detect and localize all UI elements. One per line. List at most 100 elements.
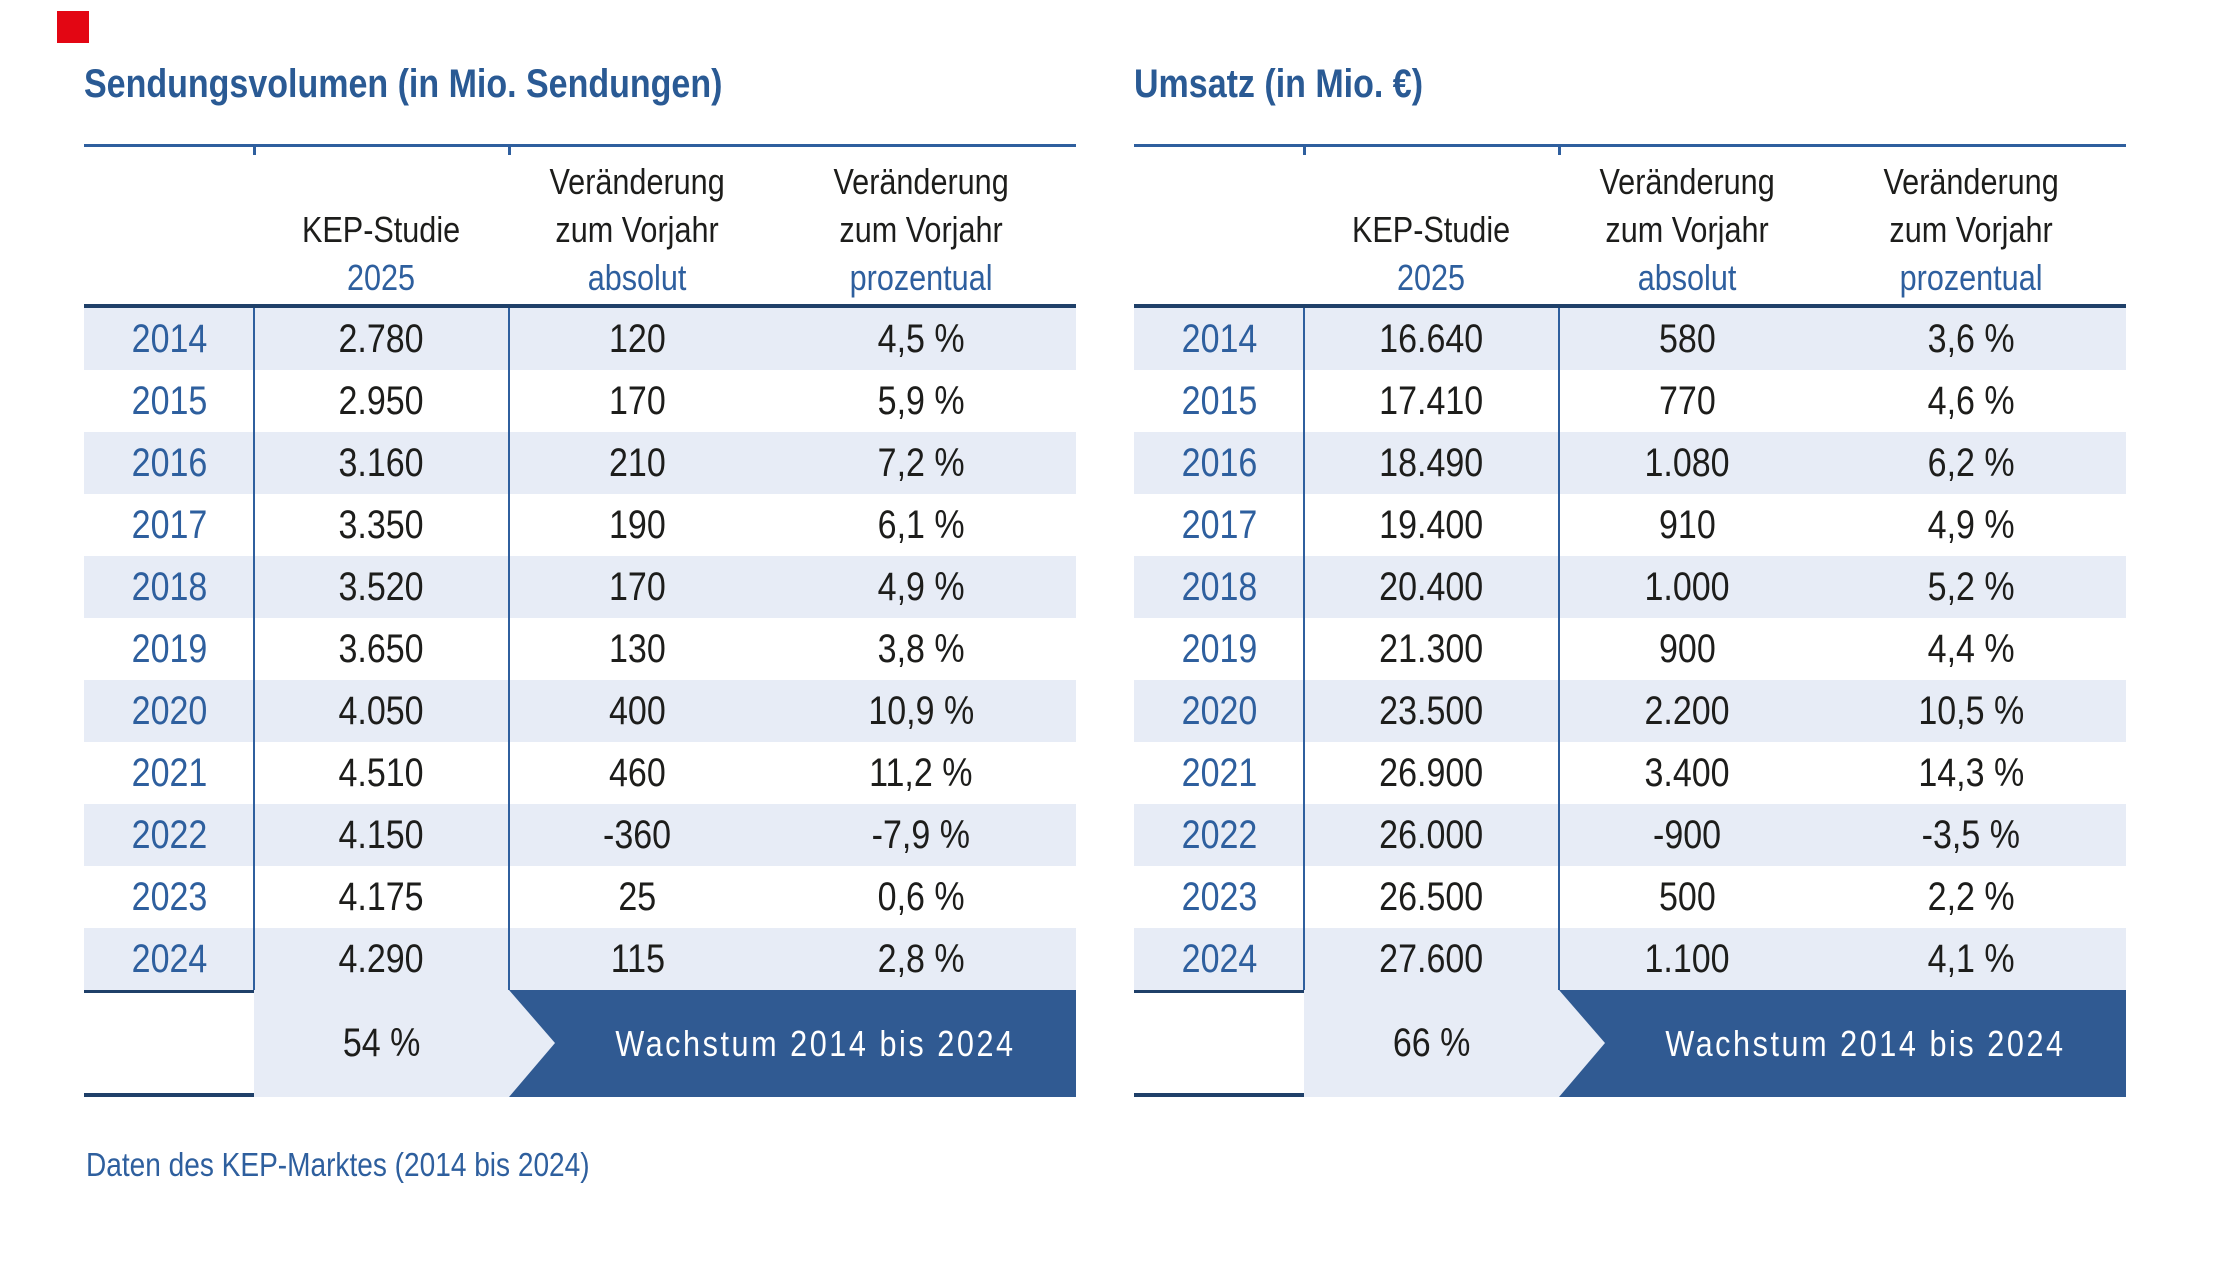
- abs-change-cell: 1.100: [1559, 928, 1816, 990]
- year-cell-text: 2016: [1181, 440, 1257, 485]
- pct-change-cell: 3,6 %: [1816, 308, 2126, 370]
- abs-change-cell: -360: [509, 804, 766, 866]
- abs-change-cell-text: 170: [609, 564, 666, 609]
- header-change-line2: zum Vorjahr: [825, 206, 1017, 254]
- study-value-cell-text: 16.640: [1379, 316, 1484, 361]
- study-value-cell: 26.000: [1304, 804, 1559, 866]
- abs-change-cell: 400: [509, 680, 766, 742]
- study-value-cell: 26.500: [1304, 866, 1559, 928]
- abs-change-cell: 2.200: [1559, 680, 1816, 742]
- growth-banner-label: Wachstum 2014 bis 2024: [555, 990, 1076, 1097]
- pct-change-cell-text: 4,4 %: [1927, 626, 2015, 671]
- header-study-year-text: 2025: [347, 257, 416, 298]
- table-row: 2015 17.410 770 4,6 %: [1134, 370, 2126, 432]
- header-percent-text: prozentual: [849, 257, 993, 298]
- column-tick-divider: [508, 147, 511, 155]
- header-study-line: KEP-Studie: [288, 206, 474, 254]
- header-change-line2: zum Vorjahr: [1875, 206, 2067, 254]
- study-value-cell: 3.520: [254, 556, 509, 618]
- growth-value-text: 66 %: [1392, 1021, 1471, 1065]
- header-absolute-change-column: Veränderung zum Vorjahr absolut: [509, 150, 766, 304]
- abs-change-cell-text: 460: [609, 750, 666, 795]
- column-tick-divider: [1558, 147, 1561, 155]
- pct-change-cell: 2,8 %: [766, 928, 1076, 990]
- abs-change-cell: 115: [509, 928, 766, 990]
- growth-arrow-shape: [254, 990, 555, 1097]
- year-cell: 2016: [1134, 432, 1304, 494]
- table-row: 2023 4.175 25 0,6 %: [84, 866, 1076, 928]
- study-value-cell-text: 4.050: [338, 688, 425, 733]
- pct-change-cell: 4,9 %: [766, 556, 1076, 618]
- study-value-cell-text: 19.400: [1379, 502, 1484, 547]
- header-study-column: KEP-Studie 2025: [1304, 150, 1559, 304]
- pct-change-cell: 5,2 %: [1816, 556, 2126, 618]
- column-divider-line: [1558, 308, 1560, 990]
- pct-change-cell-text: 6,2 %: [1927, 440, 2015, 485]
- abs-change-cell-text: 1.000: [1644, 564, 1731, 609]
- column-divider-line: [253, 308, 255, 990]
- header-change-line1: Veränderung: [534, 158, 740, 206]
- table-title-text: Sendungsvolumen (in Mio. Sendungen): [84, 62, 723, 106]
- header-study-text: KEP-Studie: [302, 209, 461, 250]
- year-cell: 2021: [1134, 742, 1304, 804]
- study-value-cell-text: 3.650: [338, 626, 425, 671]
- abs-change-cell-text: -360: [603, 812, 672, 857]
- study-value-cell: 16.640: [1304, 308, 1559, 370]
- growth-banner-label-text: Wachstum 2014 bis 2024: [615, 1022, 1016, 1064]
- abs-change-cell-text: -900: [1653, 812, 1722, 857]
- table-row: 2017 19.400 910 4,9 %: [1134, 494, 2126, 556]
- pct-change-cell: 4,5 %: [766, 308, 1076, 370]
- abs-change-cell-text: 115: [610, 936, 665, 981]
- table-row: 2017 3.350 190 6,1 %: [84, 494, 1076, 556]
- pct-change-cell-text: 10,5 %: [1918, 688, 2024, 733]
- abs-change-cell-text: 3.400: [1644, 750, 1731, 795]
- source-caption: Daten des KEP-Marktes (2014 bis 2024): [86, 1146, 678, 1184]
- header-percent-line: prozentual: [837, 254, 1005, 302]
- header-study-line: KEP-Studie: [1338, 206, 1524, 254]
- study-value-cell-text: 17.410: [1379, 378, 1484, 423]
- pct-change-cell-text: -7,9 %: [871, 812, 971, 857]
- pct-change-cell: 14,3 %: [1816, 742, 2126, 804]
- table-row: 2018 3.520 170 4,9 %: [84, 556, 1076, 618]
- study-value-cell: 27.600: [1304, 928, 1559, 990]
- header-change-line1-text: Veränderung: [549, 161, 726, 202]
- study-value-cell: 3.160: [254, 432, 509, 494]
- study-value-cell-text: 26.500: [1379, 874, 1484, 919]
- pct-change-cell: 11,2 %: [766, 742, 1076, 804]
- table-title-text: Umsatz (in Mio. €): [1134, 62, 1424, 106]
- pct-change-cell: 6,2 %: [1816, 432, 2126, 494]
- pct-change-cell: 5,9 %: [766, 370, 1076, 432]
- study-value-cell: 2.780: [254, 308, 509, 370]
- study-value-cell-text: 2.780: [338, 316, 425, 361]
- table-row: 2020 23.500 2.200 10,5 %: [1134, 680, 2126, 742]
- pct-change-cell: 7,2 %: [766, 432, 1076, 494]
- pct-change-cell-text: 10,9 %: [868, 688, 974, 733]
- abs-change-cell: 210: [509, 432, 766, 494]
- table-title-sendungsvolumen: Sendungsvolumen (in Mio. Sendungen): [84, 62, 835, 106]
- year-cell-text: 2020: [131, 688, 207, 733]
- year-cell-text: 2015: [1181, 378, 1257, 423]
- pct-change-cell-text: 2,8 %: [877, 936, 965, 981]
- abs-change-cell: 3.400: [1559, 742, 1816, 804]
- study-value-cell-text: 3.520: [338, 564, 425, 609]
- abs-change-cell: -900: [1559, 804, 1816, 866]
- pct-change-cell: -3,5 %: [1816, 804, 2126, 866]
- year-cell: 2020: [84, 680, 254, 742]
- pct-change-cell: -7,9 %: [766, 804, 1076, 866]
- header-study-year-line: 2025: [1391, 254, 1471, 302]
- growth-value: 66 %: [1304, 990, 1559, 1097]
- header-change-line1-text: Veränderung: [1883, 161, 2059, 202]
- study-value-cell: 18.490: [1304, 432, 1559, 494]
- header-absolute-text: absolut: [588, 257, 687, 298]
- table-body: 2014 2.780 120 4,5 % 2015 2.950 170 5,9 % 2016 3.…: [84, 308, 1076, 990]
- header-absolute-change-column: Veränderung zum Vorjahr absolut: [1559, 150, 1816, 304]
- abs-change-cell-text: 500: [1659, 874, 1716, 919]
- abs-change-cell-text: 910: [1659, 502, 1716, 547]
- table-row: 2016 18.490 1.080 6,2 %: [1134, 432, 2126, 494]
- abs-change-cell: 25: [509, 866, 766, 928]
- abs-change-cell: 580: [1559, 308, 1816, 370]
- header-change-line1: Veränderung: [1868, 158, 2074, 206]
- study-value-cell: 4.175: [254, 866, 509, 928]
- table-row: 2021 26.900 3.400 14,3 %: [1134, 742, 2126, 804]
- header-study-year-line: 2025: [341, 254, 421, 302]
